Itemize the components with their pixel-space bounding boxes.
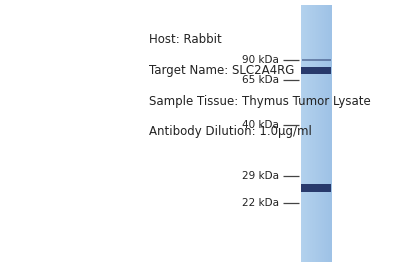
Bar bbox=[312, 5, 313, 262]
Bar bbox=[302, 67, 332, 74]
Bar bbox=[304, 5, 305, 262]
Bar bbox=[302, 5, 303, 262]
Text: 40 kDa: 40 kDa bbox=[242, 120, 279, 131]
Bar bbox=[317, 5, 318, 262]
Bar bbox=[303, 5, 304, 262]
Text: Antibody Dilution: 1.0µg/ml: Antibody Dilution: 1.0µg/ml bbox=[149, 125, 312, 139]
Bar bbox=[309, 5, 310, 262]
Text: 65 kDa: 65 kDa bbox=[242, 75, 279, 85]
Bar bbox=[320, 5, 321, 262]
Bar bbox=[324, 5, 325, 262]
Bar bbox=[306, 5, 307, 262]
Bar bbox=[331, 5, 332, 262]
Bar bbox=[321, 5, 322, 262]
Bar bbox=[317, 5, 318, 262]
Bar bbox=[305, 5, 306, 262]
Text: 90 kDa: 90 kDa bbox=[242, 55, 279, 65]
Bar bbox=[308, 5, 309, 262]
Text: 29 kDa: 29 kDa bbox=[242, 171, 279, 181]
Bar bbox=[320, 5, 321, 262]
Bar bbox=[326, 5, 327, 262]
Text: Sample Tissue: Thymus Tumor Lysate: Sample Tissue: Thymus Tumor Lysate bbox=[149, 95, 371, 108]
Bar bbox=[325, 5, 326, 262]
Bar bbox=[302, 5, 303, 262]
Bar bbox=[318, 5, 319, 262]
Bar bbox=[302, 184, 332, 192]
Bar bbox=[329, 5, 330, 262]
Bar bbox=[302, 59, 330, 61]
Bar bbox=[326, 5, 327, 262]
Bar bbox=[329, 5, 330, 262]
Bar bbox=[314, 5, 315, 262]
Bar bbox=[330, 5, 331, 262]
Bar bbox=[328, 5, 329, 262]
Bar bbox=[316, 5, 317, 262]
Bar bbox=[310, 5, 311, 262]
Bar bbox=[311, 5, 312, 262]
Bar bbox=[324, 5, 325, 262]
Bar bbox=[330, 5, 331, 262]
Bar bbox=[307, 5, 308, 262]
Bar bbox=[322, 5, 323, 262]
Bar bbox=[309, 5, 310, 262]
Bar bbox=[319, 5, 320, 262]
Bar bbox=[322, 5, 323, 262]
Bar bbox=[312, 5, 313, 262]
Bar bbox=[313, 5, 314, 262]
Bar bbox=[319, 5, 320, 262]
Bar bbox=[313, 5, 314, 262]
Bar bbox=[311, 5, 312, 262]
Bar bbox=[318, 5, 319, 262]
Text: 22 kDa: 22 kDa bbox=[242, 198, 279, 208]
Bar bbox=[323, 5, 324, 262]
Bar bbox=[331, 5, 332, 262]
Bar bbox=[316, 5, 317, 262]
Bar bbox=[314, 5, 315, 262]
Bar bbox=[307, 5, 308, 262]
Bar bbox=[305, 5, 306, 262]
Bar bbox=[327, 5, 328, 262]
Bar bbox=[315, 5, 316, 262]
Text: Target Name: SLC2A4RG: Target Name: SLC2A4RG bbox=[149, 64, 295, 77]
Bar bbox=[310, 5, 311, 262]
Bar bbox=[328, 5, 329, 262]
Bar bbox=[315, 5, 316, 262]
Bar bbox=[323, 5, 324, 262]
Bar bbox=[308, 5, 309, 262]
Bar bbox=[306, 5, 307, 262]
Bar bbox=[325, 5, 326, 262]
Bar bbox=[301, 5, 302, 262]
Bar bbox=[303, 5, 304, 262]
Bar bbox=[327, 5, 328, 262]
Text: Host: Rabbit: Host: Rabbit bbox=[149, 33, 222, 46]
